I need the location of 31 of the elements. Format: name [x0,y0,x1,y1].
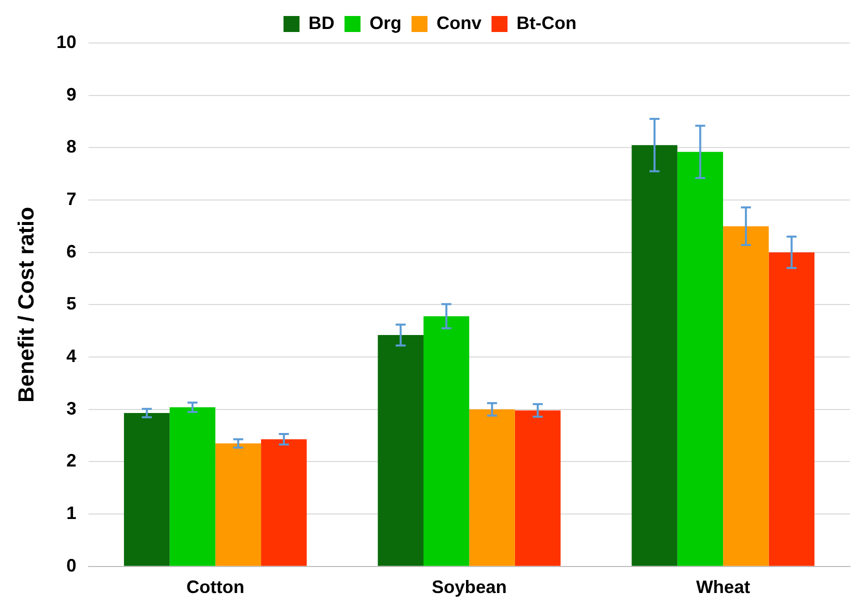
bar [677,152,724,566]
y-tick-label: 8 [66,136,76,157]
x-tick-label: Cotton [186,577,244,598]
x-tick-label: Wheat [696,577,750,598]
bar [469,409,515,566]
bar [424,316,470,566]
y-tick-label: 3 [66,398,76,418]
y-tick-label: 6 [66,241,76,262]
bar [378,335,424,566]
bar [723,226,769,566]
y-tick-label: 10 [56,32,76,52]
bar [124,413,170,566]
y-tick-label: 4 [66,346,76,366]
bar [632,145,678,566]
legend-label: BD [308,12,335,33]
bar [768,252,814,566]
y-tick-label: 1 [66,503,76,524]
legend-label: Bt-Con [516,12,576,33]
bar [261,439,307,566]
bar [514,410,561,566]
y-tick-label: 2 [66,450,76,471]
y-tick-label: 9 [66,84,76,104]
legend-label: Conv [436,12,482,33]
y-tick-label: 7 [66,188,76,209]
y-tick-label: 5 [66,294,76,314]
y-axis-title: Benefit / Cost ratio [13,206,38,402]
bar [215,443,262,566]
legend-label: Org [370,12,402,33]
x-tick-label: Soybean [432,577,507,598]
y-tick-label: 0 [66,555,76,576]
bar [170,407,216,566]
